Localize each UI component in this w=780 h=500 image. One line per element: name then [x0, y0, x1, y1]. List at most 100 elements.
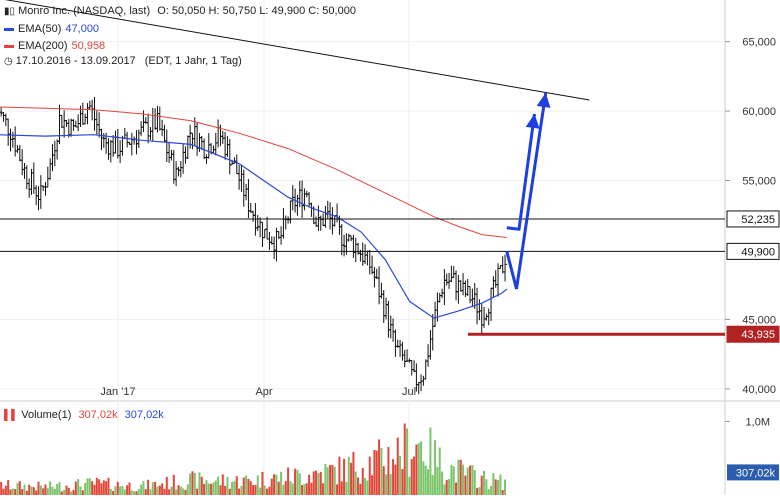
volume-bar [324, 463, 327, 495]
volume-bar [387, 447, 390, 495]
volume-bar [345, 482, 348, 495]
volume-bar [158, 485, 161, 495]
volume-bar [189, 473, 192, 495]
volume-bar [490, 485, 493, 495]
legend-ema50-label: EMA(50) [18, 23, 62, 35]
volume-bar [296, 469, 299, 495]
volume-bar [338, 456, 341, 495]
volume-bar [28, 484, 31, 495]
price-tag-label: 49,900 [741, 246, 775, 258]
volume-bar [168, 489, 171, 495]
volume-bar [14, 489, 17, 495]
legend-volume-value-red: 307,02k [78, 409, 118, 421]
volume-bar [422, 461, 425, 495]
x-tick-label: Jan '17 [100, 386, 135, 398]
volume-bar [406, 428, 409, 495]
volume-bar [443, 484, 446, 495]
volume-bar [105, 481, 108, 495]
volume-bar [289, 481, 292, 495]
volume-bar [25, 490, 28, 495]
volume-bar [7, 480, 10, 495]
volume-bar [268, 486, 271, 495]
volume-bar [284, 480, 287, 495]
x-tick-label: Apr [255, 386, 272, 398]
volume-bar [184, 489, 187, 495]
volume-bar [441, 471, 444, 495]
y-tick-label: 40,000 [742, 384, 776, 396]
volume-bar [366, 480, 369, 495]
legend-ema200-value: 50,958 [71, 40, 106, 52]
price-tag-label: 43,935 [741, 329, 775, 341]
volume-bar [266, 488, 269, 495]
volume-bar [4, 485, 7, 495]
volume-bar [368, 456, 371, 495]
legend-volume[interactable]: ▌▌ Volume(1) 307,02k 307,02k [4, 409, 164, 421]
volume-bar [128, 482, 131, 495]
forecast-arrow [506, 113, 536, 231]
volume-bar [93, 484, 96, 495]
volume-bar [438, 447, 441, 495]
volume-bar [44, 484, 47, 495]
volume-bar [23, 484, 26, 495]
volume-bar [175, 489, 178, 495]
volume-bar [497, 479, 500, 495]
volume-bar [364, 477, 367, 495]
volume-bar [298, 473, 301, 495]
volume-bar [144, 489, 147, 495]
price-tag-label: 52,235 [741, 214, 775, 226]
volume-bar [231, 481, 234, 495]
volume-bar [81, 490, 84, 495]
volume-tag-box [727, 464, 779, 481]
volume-bar [238, 488, 241, 495]
volume-bar [305, 483, 308, 495]
volume-bar [480, 475, 483, 495]
volume-bar [420, 441, 423, 495]
volume-bar [53, 488, 56, 495]
volume-bar [140, 484, 143, 495]
volume-bar [219, 485, 222, 495]
volume-bar [86, 478, 89, 495]
volume-bar [100, 483, 103, 495]
volume-bar [494, 479, 497, 495]
volume-bar [84, 482, 87, 495]
volume-bar [74, 481, 77, 495]
volume-bar [254, 484, 257, 495]
volume-bar [317, 473, 320, 495]
volume-bar [331, 465, 334, 495]
volume-bar [217, 476, 220, 495]
legend-period: ◷ 17.10.2016 - 13.09.2017 (EDT, 1 Jahr, … [4, 55, 242, 67]
volume-bar [469, 465, 472, 495]
volume-bar [478, 487, 481, 495]
volume-bar [431, 474, 434, 495]
volume-bar [336, 484, 339, 495]
volume-bar [156, 486, 159, 495]
volume-bar [67, 487, 70, 495]
ohlc-values: O: 50,050 H: 50,750 L: 49,900 C: 50,000 [157, 5, 356, 17]
volume-bar [445, 479, 448, 495]
volume-bar [473, 470, 476, 495]
volume-bar [373, 449, 376, 495]
volume-bar [154, 481, 157, 495]
volume-bar [205, 480, 208, 495]
volume-bar [196, 488, 199, 495]
volume-bar [291, 483, 294, 495]
volume-bar [51, 486, 54, 495]
volume-bar [275, 474, 278, 495]
volume-bar [270, 478, 273, 495]
volume-bar [240, 485, 243, 495]
legend-ema200[interactable]: EMA(200) 50,958 [4, 40, 105, 52]
volume-bar [130, 490, 133, 495]
volume-bar [30, 486, 33, 495]
volume-bar [389, 474, 392, 495]
y-tick-label: 45,000 [742, 314, 776, 326]
volume-bar [186, 484, 189, 495]
legend-ema50[interactable]: EMA(50) 47,000 [4, 23, 99, 35]
volume-bar [401, 469, 404, 495]
volume-bar [343, 458, 346, 495]
volume-bar [427, 469, 430, 495]
volume-bar [280, 471, 283, 495]
legend-volume-value-blue: 307,02k [124, 409, 164, 421]
volume-bar [252, 485, 255, 495]
volume-bar [261, 471, 264, 495]
volume-bars-icon: ▌▌ [4, 410, 19, 421]
